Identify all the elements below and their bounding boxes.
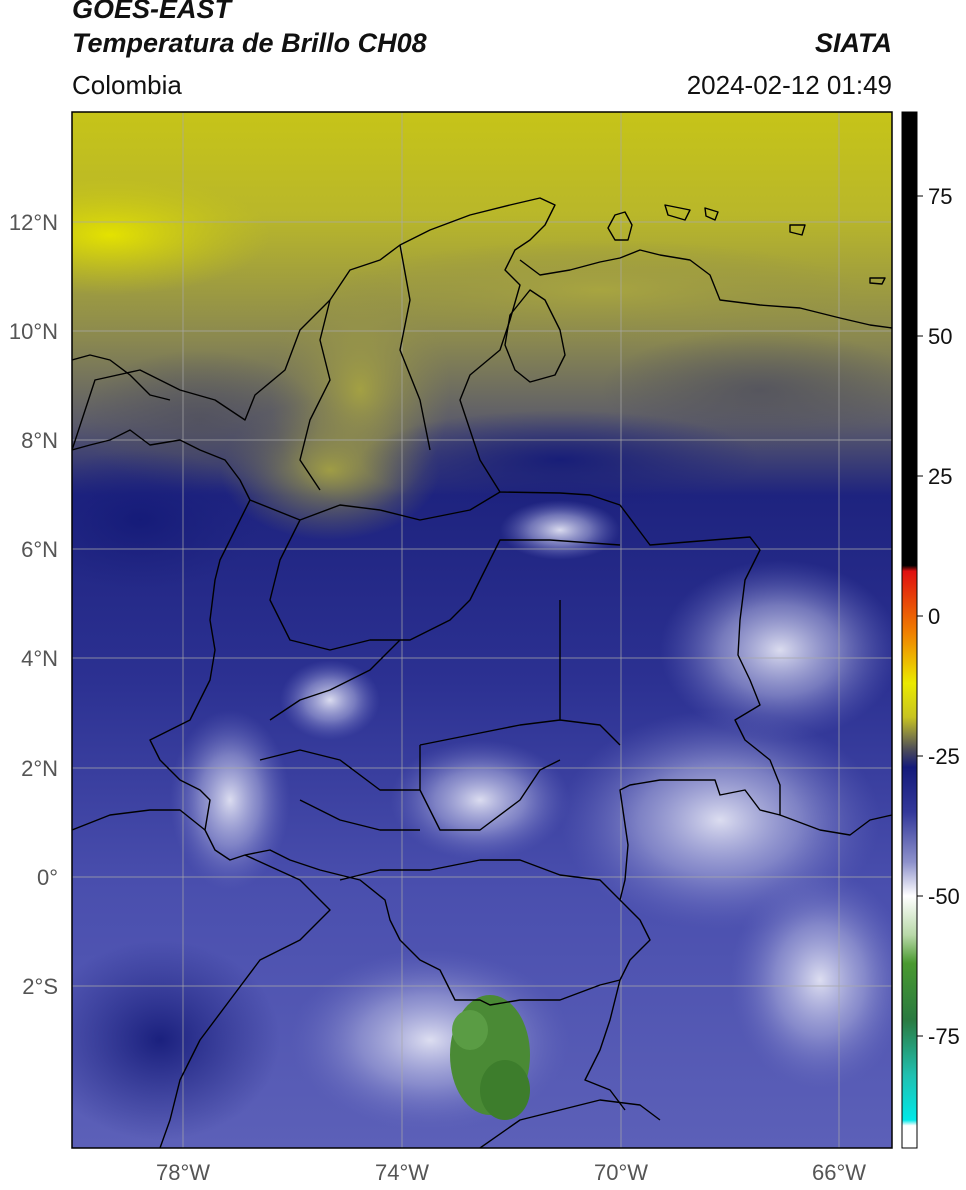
colorbar-tick-label: -75 [928,1024,960,1049]
internal-departments [249,244,621,901]
borders [72,197,892,1148]
lon-label-70w: 70°W [594,1160,648,1185]
map-frame [71,111,893,1149]
colorbar-tick-label: -25 [928,744,960,769]
lat-label-8n: 8°N [21,428,58,453]
venezuela-coast [519,249,892,329]
datetime-label: 2024-02-12 01:49 [686,70,892,100]
colorbar-tick-label: 25 [928,464,952,489]
colorbar-tick-label: 50 [928,324,952,349]
lon-label-78w: 78°W [156,1160,210,1185]
islands [607,204,886,285]
agency-label: SIATA [815,28,892,58]
lon-label-66w: 66°W [812,1160,866,1185]
lat-label-6n: 6°N [21,537,58,562]
longitude-axis: 78°W 74°W 70°W 66°W [156,1160,866,1185]
panama-coast [72,354,171,401]
lake-maracaibo [504,289,566,383]
colombia-border [72,197,781,1006]
satellite-title: GOES-EAST [72,0,232,24]
venezuela-brazil-border [779,814,892,836]
peru-border [159,854,331,1148]
lat-label-4n: 4°N [21,646,58,671]
amazon-river [479,1099,661,1148]
lat-label-2n: 2°N [21,756,58,781]
brazil-border [584,979,626,1111]
colorbar [901,111,918,1149]
colorbar-tick-label: 75 [928,184,952,209]
product-title: Temperatura de Brillo CH08 [72,28,427,58]
colorbar-tick-label: -50 [928,884,960,909]
lat-label-0: 0° [37,865,58,890]
lat-label-12n: 12°N [9,210,58,235]
lon-label-74w: 74°W [375,1160,429,1185]
colorbar-ticks: 75 50 25 0 -25 -50 -75 [917,184,960,1049]
lat-label-10n: 10°N [9,319,58,344]
region-label: Colombia [72,70,182,100]
latitude-axis: 12°N 10°N 8°N 6°N 4°N 2°N 0° 2°S [9,210,58,999]
lat-label-2s: 2°S [22,974,58,999]
ecuador-peru-border [72,809,206,831]
graticule [72,112,892,1148]
colorbar-tick-label: 0 [928,604,940,629]
brightness-temperature-image [72,112,892,1148]
